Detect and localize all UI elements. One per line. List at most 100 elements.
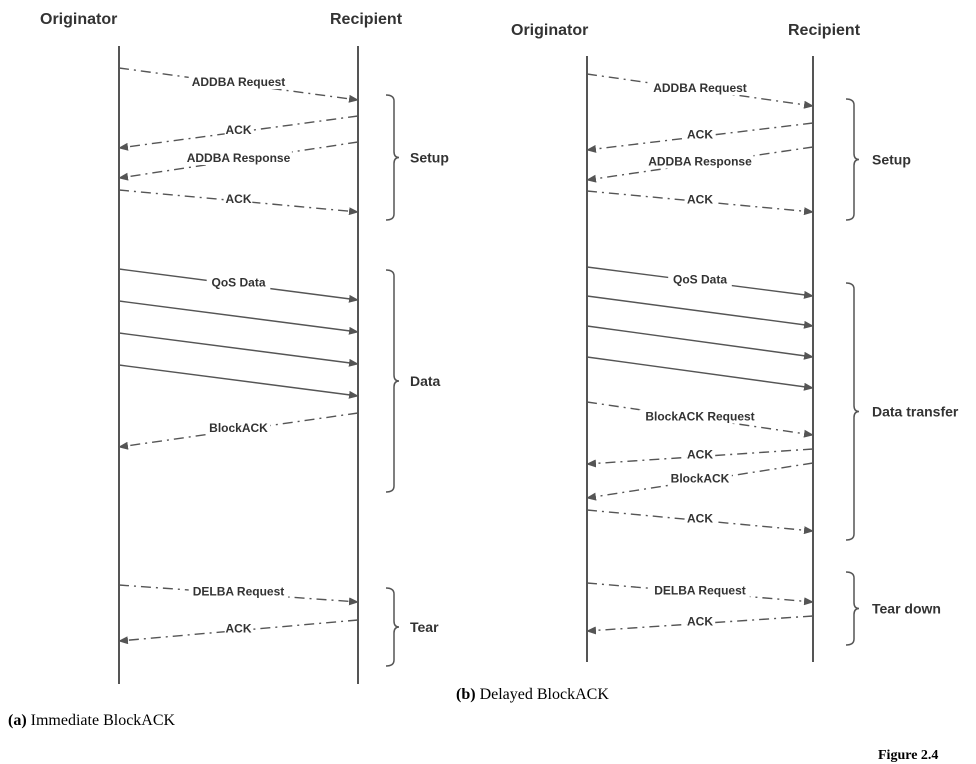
label-background (686, 511, 714, 526)
message-label: DELBA Request (654, 584, 746, 598)
message-arrow: BlockACK (586, 462, 814, 501)
message-arrow: ADDBA Response (586, 146, 814, 183)
message-arrow (118, 300, 359, 335)
label-background (646, 154, 754, 169)
phase-label: Tear down (872, 601, 941, 617)
arrow-line (586, 295, 814, 329)
message-label: BlockACK (209, 421, 268, 435)
label-background (188, 584, 289, 599)
phase-label: Tear (410, 619, 439, 635)
phase-group: Setup (845, 98, 911, 221)
message-arrow (118, 364, 359, 399)
message-arrow: DELBA Request (586, 582, 814, 606)
phase-group: Tear (385, 587, 439, 667)
message-label: ACK (687, 448, 713, 462)
phase-label: Setup (872, 152, 911, 168)
figure-caption: Figure 2.4 (878, 748, 939, 763)
message-arrow: ACK (118, 189, 359, 216)
caption-a-text: Immediate BlockACK (30, 712, 176, 729)
label-background (650, 583, 750, 598)
arrow-line (118, 332, 359, 367)
phase-group: Data (385, 269, 441, 493)
caption-a-tag: (a) (8, 712, 27, 729)
message-label: BlockACK (671, 472, 730, 486)
phase-label: Data (410, 373, 441, 389)
message-arrow: QoS Data (586, 266, 814, 299)
arrow-line (586, 356, 814, 391)
message-arrow: ACK (118, 619, 359, 645)
label-background (686, 614, 714, 629)
message-label: ACK (226, 622, 252, 636)
message-label: ADDBA Response (187, 151, 291, 165)
label-background (650, 81, 750, 95)
caption-b-tag: (b) (456, 686, 476, 703)
message-arrow (118, 332, 359, 367)
message-label: ACK (226, 192, 252, 206)
message-label: ADDBA Response (648, 155, 752, 169)
label-background (224, 192, 253, 206)
label-background (206, 421, 271, 435)
message-arrow: ACK (586, 122, 814, 153)
phase-bracket (845, 282, 860, 541)
message-arrow: ADDBA Request (586, 73, 814, 109)
arrow-line (118, 141, 359, 181)
message-arrow (586, 325, 814, 360)
arrow-line (118, 67, 359, 103)
arrow-line (118, 300, 359, 335)
message-arrow: QoS Data (118, 268, 359, 303)
arrow-line (118, 189, 359, 216)
phase-label: Setup (410, 150, 449, 166)
label-background (188, 75, 289, 89)
message-arrow: ACK (118, 115, 359, 151)
message-label: ADDBA Request (192, 75, 286, 89)
arrow-line (586, 325, 814, 360)
message-arrow (586, 295, 814, 329)
originator-label: Originator (511, 22, 588, 39)
diagram-immediate-blockack: Originator Recipient ADDBA Request ACK ADD… (40, 11, 449, 684)
phase-bracket (385, 587, 400, 667)
message-label: BlockACK Request (645, 410, 754, 424)
message-label: QoS Data (211, 276, 265, 290)
label-background (686, 127, 714, 142)
message-label: ACK (687, 615, 713, 629)
message-label: ACK (687, 512, 713, 526)
label-background (686, 192, 714, 207)
message-arrow: ACK (586, 190, 814, 216)
arrow-line (118, 115, 359, 151)
message-arrow: DELBA Request (118, 584, 359, 606)
arrow-line (118, 412, 359, 450)
message-arrow: ADDBA Response (118, 141, 359, 181)
message-arrow: ACK (586, 614, 814, 635)
message-label: ACK (687, 128, 713, 142)
message-label: ACK (226, 123, 252, 137)
label-background (224, 621, 253, 636)
recipient-label: Recipient (330, 11, 403, 28)
label-background (206, 275, 271, 290)
message-label: DELBA Request (193, 585, 285, 599)
phase-label: Data transfer (872, 404, 959, 420)
message-label: ADDBA Request (653, 81, 747, 95)
label-background (224, 123, 253, 137)
label-background (668, 471, 732, 486)
phase-bracket (385, 269, 400, 493)
label-background (639, 409, 761, 424)
label-background (668, 272, 732, 287)
originator-label: Originator (40, 11, 117, 28)
caption-b-text: Delayed BlockACK (479, 686, 609, 703)
message-arrow: BlockACK (118, 412, 359, 450)
diagram-delayed-blockack: Originator Recipient ADDBA Request ACK ADD… (511, 22, 959, 662)
message-label: ACK (687, 193, 713, 207)
caption-b: (b) Delayed BlockACK (456, 686, 609, 704)
label-background (686, 447, 714, 462)
label-background (185, 151, 292, 165)
phase-group: Setup (385, 94, 449, 221)
phase-group: Data transfer (845, 282, 959, 541)
phase-bracket (845, 571, 860, 646)
caption-a: (a) Immediate BlockACK (8, 712, 175, 730)
message-arrow: BlockACK Request (586, 401, 814, 438)
phase-group: Tear down (845, 571, 941, 646)
phase-bracket (385, 94, 400, 221)
phase-bracket (845, 98, 860, 221)
message-arrow (586, 356, 814, 391)
